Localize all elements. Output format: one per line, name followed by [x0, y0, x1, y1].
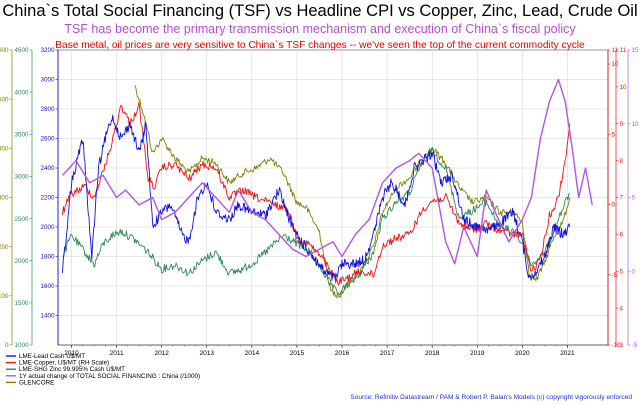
y-tick-label-lead: 1600: [40, 283, 55, 290]
y-tick-label-zinc: 4500: [14, 47, 29, 54]
y-tick-label-cpi: -10: [612, 342, 622, 349]
x-tick-label: 2011: [110, 350, 124, 357]
y-tick-label-glencore: 0: [5, 342, 9, 349]
x-tick-label: 2021: [560, 350, 575, 357]
legend-entry: GLENCORE: [19, 379, 54, 386]
series-line-copper: [62, 101, 571, 286]
y-tick-label-copper: 11: [620, 47, 627, 54]
y-tick-label-lead: 3000: [40, 77, 55, 84]
y-tick-label-copper: 8: [620, 158, 624, 165]
y-tick-label-lead: 2400: [40, 165, 55, 172]
legend-entry: LME-Lead Cash U$/MT: [19, 353, 85, 360]
y-tick-label-cpi: -5: [612, 272, 618, 279]
y-tick-label-zinc: 2500: [14, 216, 29, 223]
y-tick-label-copper: 7: [620, 195, 624, 202]
y-tick-label-glencore: 200: [0, 244, 9, 251]
axes: 2010 2011 2012 2013 2014 2015 2016 2017 2018 2019…: [0, 47, 639, 357]
y-tick-label-copper: 3: [620, 342, 624, 349]
y-tick-label-cpi: 5: [612, 131, 616, 138]
y-tick-label-lead: 2200: [40, 195, 55, 202]
y-tick-label-lead: 3200: [40, 47, 55, 54]
x-tick-label: 2014: [245, 350, 260, 357]
x-tick-label: 2019: [470, 350, 485, 357]
y-tick-label-lead: 2000: [40, 224, 55, 231]
y-tick-label-glencore: 400: [0, 146, 9, 153]
plot-area: [61, 78, 593, 299]
y-tick-label-cpi: 0: [612, 202, 616, 209]
y-tick-label-tsf: 0: [632, 268, 636, 275]
series-line-zinc: [62, 146, 571, 296]
series-line-tsf: [61, 78, 593, 265]
legend-entry: LME-Copper, U$/MT (RH Scale): [19, 360, 109, 367]
legend-entry: LME-SHG Zinc 99.995% Cash U$/MT: [19, 366, 125, 373]
x-tick-label: 2017: [380, 350, 395, 357]
series-line-glencore: [134, 85, 571, 299]
y-tick-label-copper: 6: [620, 232, 624, 239]
x-tick-label: 2010: [64, 350, 79, 357]
y-tick-label-copper: 5: [620, 268, 624, 275]
y-tick-label-tsf: -5: [632, 342, 638, 349]
y-tick-label-zinc: 4000: [14, 89, 29, 96]
y-tick-label-zinc: 1500: [14, 300, 29, 307]
y-tick-label-lead: 2800: [40, 106, 55, 113]
y-tick-label-glencore: 500: [0, 96, 9, 103]
y-tick-label-tsf: 5: [632, 195, 636, 202]
chart-subtitle-secondary: Base metal, oil prices are very sensitiv…: [55, 39, 585, 51]
source-note: Source: Refinitiv Datastream / PAM & Rob…: [350, 394, 632, 401]
x-tick-label: 2013: [200, 350, 215, 357]
x-tick-label: 2016: [335, 350, 350, 357]
grid-lines: [57, 49, 609, 346]
y-tick-label-lead: 1400: [40, 313, 55, 320]
y-tick-label-copper: 4: [620, 305, 624, 312]
y-tick-label-cpi: 11: [612, 47, 619, 54]
x-tick-label: 2015: [290, 350, 305, 357]
y-tick-label-cpi: 10: [612, 61, 620, 68]
chart-title: China`s Total Social Financing (TSF) vs …: [2, 2, 637, 20]
x-tick-label: 2012: [154, 350, 169, 357]
y-tick-label-lead: 2600: [40, 136, 55, 143]
y-tick-label-lead: 1800: [40, 254, 55, 261]
y-tick-label-zinc: 3000: [14, 174, 29, 181]
y-tick-label-glencore: 100: [0, 293, 9, 300]
chart-subtitle: TSF has become the primary transmission …: [64, 22, 576, 36]
y-tick-label-tsf: 15: [632, 47, 640, 54]
y-tick-label-tsf: 10: [632, 121, 640, 128]
y-tick-label-copper: 10: [620, 84, 628, 91]
y-tick-label-zinc: 2000: [14, 258, 29, 265]
y-tick-label-zinc: 3500: [14, 131, 29, 138]
x-tick-label: 2020: [515, 350, 530, 357]
y-tick-label-glencore: 600: [0, 47, 9, 54]
legend-entry: 1Y actual change of TOTAL SOCIAL FINANCI…: [19, 373, 200, 380]
series-line-lead: [62, 114, 571, 281]
y-tick-label-zinc: 1000: [14, 342, 29, 349]
y-tick-label-glencore: 300: [0, 195, 9, 202]
y-tick-label-copper: 9: [620, 121, 624, 128]
x-tick-label: 2018: [425, 350, 440, 357]
